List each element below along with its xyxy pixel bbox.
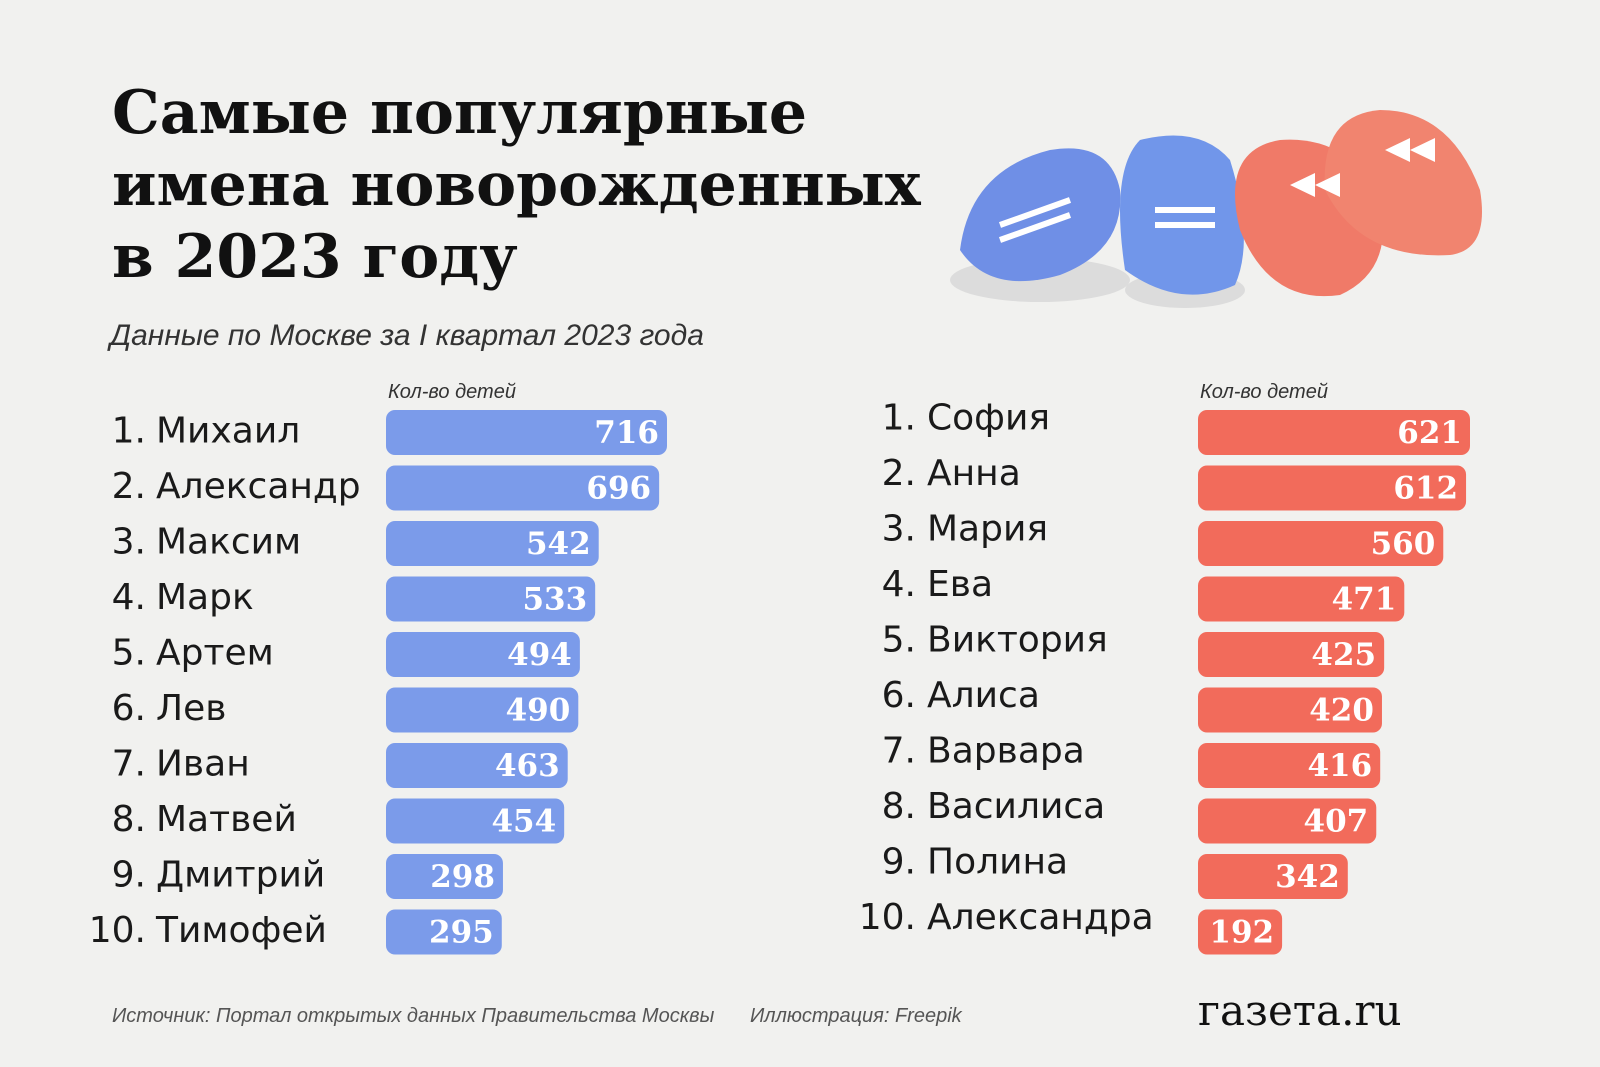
logo: газета.ru [1198,986,1402,1035]
name: Полина [927,842,1068,883]
value-label: 716 [594,415,659,451]
bar [386,743,568,788]
bar [1198,465,1467,511]
axis-label: Кол-во детей [388,381,516,403]
rank: 1. [882,398,916,439]
value-label: 454 [491,804,556,840]
name: Марк [156,577,254,618]
name: Варвара [927,731,1085,772]
rank: 7. [882,731,916,772]
name: Василиса [927,786,1105,827]
name: Александра [927,897,1154,938]
value-label: 407 [1304,804,1369,840]
value-label: 533 [522,582,587,618]
name: Анна [927,453,1021,494]
value-label: 621 [1397,415,1462,451]
name: София [927,398,1050,439]
rank: 7. [112,744,146,785]
rank: 5. [112,633,146,674]
name: Алиса [927,675,1040,716]
value-label: 542 [526,526,591,562]
name: Максим [156,522,301,563]
value-label: 295 [429,915,494,951]
rank: 9. [112,855,146,896]
rank: 4. [882,564,916,605]
bar [1198,632,1385,677]
bar [1198,743,1381,788]
name: Михаил [156,411,300,452]
value-label: 342 [1275,859,1340,895]
name: Тимофей [155,910,327,951]
rank: 3. [882,509,916,550]
value-label: 192 [1209,915,1274,951]
axis-label: Кол-во детей [1200,381,1328,403]
name: Артем [156,633,274,674]
rank: 1. [112,411,146,452]
name: Дмитрий [156,855,325,896]
value-label: 425 [1311,637,1376,673]
value-label: 471 [1332,582,1397,618]
bar [386,410,667,455]
value-label: 490 [506,693,571,729]
rank: 10. [859,897,916,938]
bar [386,687,579,733]
bar [1198,854,1348,899]
bar [386,521,599,566]
value-label: 463 [495,748,560,784]
bar [386,854,503,899]
bar [1198,687,1382,733]
bar [1198,798,1377,844]
subtitle: Данные по Москве за I квартал 2023 года [107,319,704,352]
name: Ева [927,564,993,605]
bar [1198,410,1470,455]
bar [386,798,565,844]
value-label: 560 [1371,526,1436,562]
value-label: 612 [1393,471,1458,507]
source-note: Источник: Портал открытых данных Правите… [112,1005,715,1027]
rank: 3. [112,522,146,563]
title-line: Самые популярные [112,78,807,148]
rank: 6. [882,675,916,716]
rank: 9. [882,842,916,883]
rank: 2. [112,466,146,507]
value-label: 416 [1307,748,1372,784]
name: Лев [156,688,226,729]
rank: 6. [112,688,146,729]
bar [386,632,580,677]
name: Виктория [927,620,1108,661]
bar [1198,521,1444,566]
rank: 5. [882,620,916,661]
bar [386,576,596,622]
value-label: 494 [507,637,572,673]
rank: 8. [112,799,146,840]
name: Иван [156,744,250,785]
illustration-credit: Иллюстрация: Freepik [750,1005,963,1027]
name: Александр [156,466,361,507]
rank: 10. [89,910,146,951]
rank: 8. [882,786,916,827]
value-label: 420 [1309,693,1374,729]
rank: 4. [112,577,146,618]
title-line: имена новорожденных [112,150,922,220]
value-label: 696 [586,471,651,507]
value-label: 298 [430,859,495,895]
bar [386,465,660,511]
title-line: в 2023 году [112,222,518,292]
name: Мария [927,509,1048,550]
bar [1198,909,1283,955]
bar [1198,576,1405,622]
name: Матвей [156,799,297,840]
bar [386,909,502,955]
shoes-illustration [950,110,1482,308]
rank: 2. [882,453,916,494]
